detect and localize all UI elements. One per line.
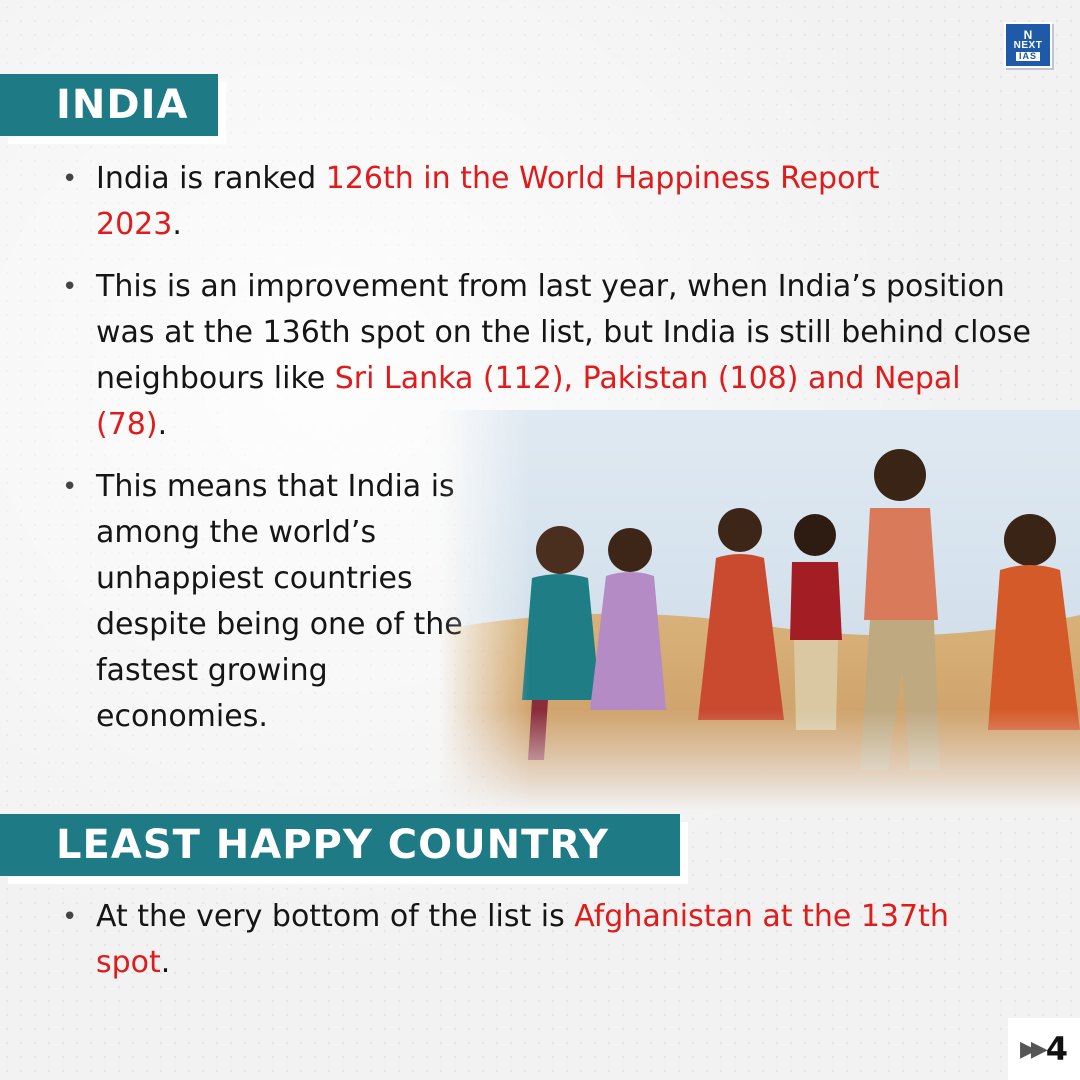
section-header-india: INDIA [0, 74, 218, 136]
children-running-photo [440, 410, 1080, 810]
bullet-dot: • [62, 472, 78, 502]
bullet-rank-2023: • India is ranked 126th in the World Hap… [62, 156, 962, 248]
section-title-least-happy: LEAST HAPPY COUNTRY [56, 822, 609, 868]
section-title-india: INDIA [56, 82, 189, 128]
next-ias-logo: N NEXT IAS [1004, 22, 1052, 68]
bullet-afghanistan: • At the very bottom of the list is Afgh… [62, 894, 962, 986]
bullet-unhappiest: • This means that India is among the wor… [62, 464, 492, 740]
bullet-dot: • [62, 164, 78, 194]
bullet-improvement: • This is an improvement from last year,… [62, 264, 1032, 448]
bullet-text: India is ranked 126th in the World Happi… [96, 161, 880, 242]
bullet-dot: • [62, 272, 78, 302]
section-header-least-happy: LEAST HAPPY COUNTRY [0, 814, 680, 876]
page-number: ▶▶ 4 [1008, 1018, 1080, 1080]
bullet-text: This is an improvement from last year, w… [96, 269, 1031, 442]
bullet-text: At the very bottom of the list is Afghan… [96, 899, 949, 980]
double-arrow-icon: ▶▶ [1019, 1036, 1048, 1062]
page-number-value: 4 [1045, 1030, 1069, 1068]
bullet-dot: • [62, 902, 78, 932]
bullet-text: This means that India is among the world… [96, 469, 463, 734]
